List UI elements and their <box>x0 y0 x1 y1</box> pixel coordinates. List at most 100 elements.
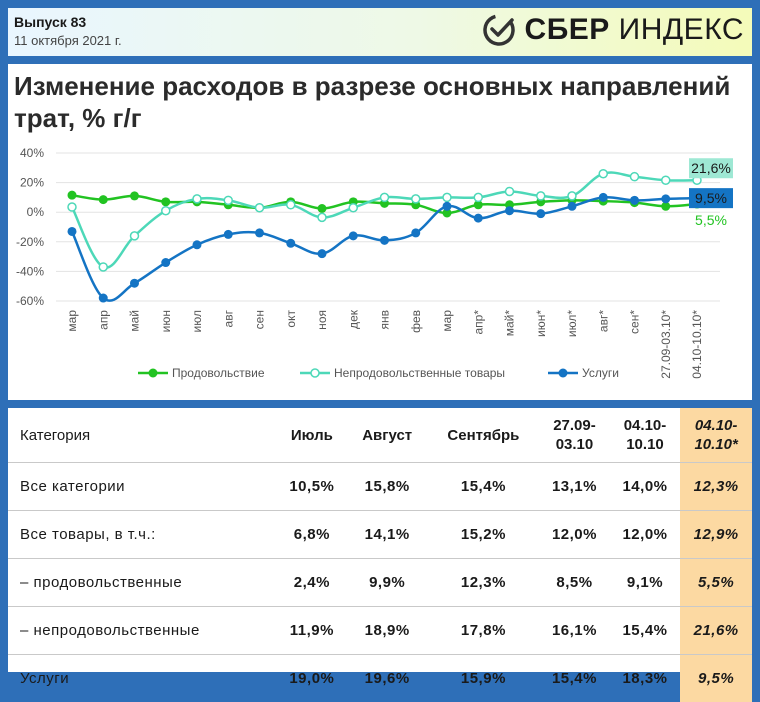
header-banner: Выпуск 83 11 октября 2021 г. СБЕР ИНДЕКС <box>8 8 752 56</box>
table-cell: 6,8% <box>277 511 347 559</box>
y-tick-label: 0% <box>27 205 45 219</box>
data-point <box>443 202 452 211</box>
end-data-label: 21,6% <box>691 160 731 176</box>
legend-label: Непродовольственные товары <box>334 366 505 380</box>
data-point <box>568 192 576 200</box>
end-data-label: 5,5% <box>695 212 727 228</box>
data-point <box>130 279 139 288</box>
table-header-cell: Июль <box>277 408 347 463</box>
x-tick-label: июн <box>159 310 173 332</box>
data-point <box>631 173 639 181</box>
data-point <box>318 249 327 258</box>
y-tick-label: -40% <box>16 264 44 278</box>
table-cell: 5,5% <box>680 559 752 607</box>
data-point <box>662 176 670 184</box>
issue-date: 11 октября 2021 г. <box>14 33 122 48</box>
data-point <box>68 203 76 211</box>
table-cell: 12,9% <box>680 511 752 559</box>
data-point <box>380 236 389 245</box>
table-cell: 14,1% <box>347 511 428 559</box>
issue-number: Выпуск 83 <box>14 14 86 30</box>
data-point <box>162 207 170 215</box>
data-point <box>661 194 670 203</box>
table-cell: 21,6% <box>680 607 752 655</box>
table-cell: 19,0% <box>277 655 347 702</box>
data-point <box>506 187 514 195</box>
y-tick-label: 40% <box>20 146 44 160</box>
data-point <box>99 195 108 204</box>
data-point <box>381 193 389 201</box>
data-point <box>161 197 170 206</box>
data-point <box>255 228 264 237</box>
table-cell: 15,4% <box>539 655 610 702</box>
legend-swatch-marker <box>149 369 158 378</box>
table-cell: 10,5% <box>277 463 347 511</box>
data-point <box>161 258 170 267</box>
table-cell: 16,1% <box>539 607 610 655</box>
table-header-cell: Август <box>347 408 428 463</box>
sber-index-logo: СБЕР ИНДЕКС <box>481 12 744 48</box>
data-point <box>286 239 295 248</box>
data-point <box>443 193 451 201</box>
chart-panel: Изменение расходов в разрезе основных на… <box>8 64 752 400</box>
table-cell: 9,1% <box>610 559 681 607</box>
table-row: Все товары, в т.ч.:6,8%14,1%15,2%12,0%12… <box>8 511 752 559</box>
x-tick-label: мар <box>440 310 454 332</box>
table-cell: 11,9% <box>277 607 347 655</box>
x-tick-label: мар <box>65 310 79 332</box>
row-label: – продовольственные <box>8 559 277 607</box>
data-point <box>224 196 232 204</box>
table-cell: 15,2% <box>428 511 540 559</box>
x-tick-label: сен* <box>628 310 642 334</box>
y-tick-label: -20% <box>16 235 44 249</box>
table-cell: 14,0% <box>610 463 681 511</box>
row-label: Услуги <box>8 655 277 702</box>
x-tick-label: июн* <box>534 310 548 337</box>
x-tick-label: авг* <box>596 310 610 332</box>
data-point <box>287 201 295 209</box>
data-point <box>318 213 326 221</box>
row-label: Все товары, в т.ч.: <box>8 511 277 559</box>
table-header-cell: 04.10-10.10 <box>610 408 681 463</box>
x-tick-label: сен <box>253 310 267 329</box>
data-point <box>131 232 139 240</box>
legend-label: Продовольствие <box>172 366 265 380</box>
data-point <box>193 240 202 249</box>
table-header-cell: Сентябрь <box>428 408 540 463</box>
table-cell: 12,3% <box>428 559 540 607</box>
data-point <box>599 170 607 178</box>
legend-swatch-marker <box>559 369 568 378</box>
table-cell: 19,6% <box>347 655 428 702</box>
x-tick-label: май <box>128 310 142 332</box>
data-point <box>412 195 420 203</box>
data-point <box>536 209 545 218</box>
x-tick-label: фев <box>409 310 423 333</box>
x-tick-label: ноя <box>315 310 329 330</box>
row-label: Все категории <box>8 463 277 511</box>
data-point <box>349 204 357 212</box>
data-point <box>68 191 77 200</box>
x-tick-label: июл <box>190 310 204 332</box>
x-tick-label: авг <box>221 309 235 327</box>
table-cell: 15,9% <box>428 655 540 702</box>
logo-text: СБЕР ИНДЕКС <box>525 13 744 47</box>
table-cell: 9,5% <box>680 655 752 702</box>
table-cell: 18,9% <box>347 607 428 655</box>
x-tick-label: 04.10-10.10* <box>690 310 704 379</box>
data-point <box>193 195 201 203</box>
x-tick-label: окт <box>284 310 298 328</box>
data-point <box>474 214 483 223</box>
table-cell: 15,4% <box>610 607 681 655</box>
table-cell: 15,4% <box>428 463 540 511</box>
end-data-label: 9,5% <box>695 190 727 206</box>
table-cell: 17,8% <box>428 607 540 655</box>
data-point <box>505 206 514 215</box>
